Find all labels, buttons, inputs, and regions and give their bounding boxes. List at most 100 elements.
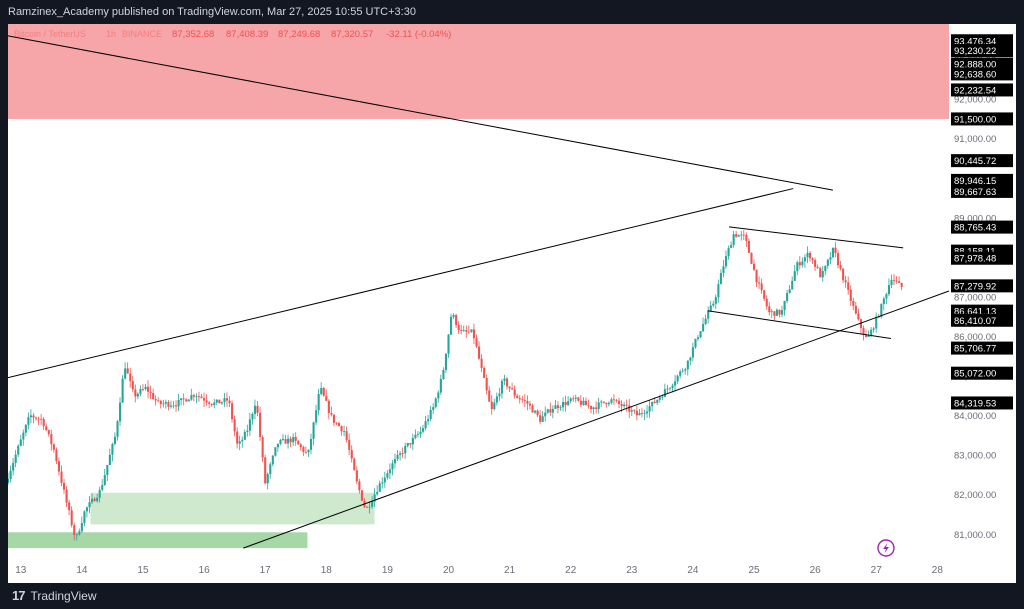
candle-body: [707, 310, 710, 319]
candle-body: [106, 464, 109, 475]
candle-body: [508, 386, 511, 389]
trendline[interactable]: [8, 35, 833, 191]
candle-body: [470, 329, 473, 333]
price-label-text: 89,667.63: [954, 187, 996, 198]
candle-body: [793, 271, 796, 281]
candle-body: [83, 511, 86, 524]
candle-body: [317, 393, 320, 411]
price-tick-label: 84,000.00: [954, 411, 996, 422]
candle-body: [717, 284, 720, 298]
candle-body: [220, 402, 223, 404]
candle-body: [814, 260, 817, 267]
candle-body: [763, 290, 766, 299]
candle-body: [849, 289, 852, 301]
candle-body: [737, 235, 740, 237]
candle-body: [712, 303, 715, 306]
candle-body: [427, 419, 430, 422]
candle-body: [541, 416, 544, 422]
price-label-box: [951, 43, 1013, 57]
candle-body: [180, 398, 183, 401]
candle-body: [526, 400, 529, 404]
time-tick-label: 14: [76, 565, 88, 576]
candle-body: [455, 314, 458, 326]
candle-body: [27, 417, 30, 425]
candle-body: [223, 398, 226, 403]
candle-body: [564, 402, 567, 405]
price-label-text: 90,445.72: [954, 156, 996, 167]
trendline[interactable]: [8, 188, 794, 379]
candle-body: [592, 407, 595, 410]
candle-body: [393, 459, 397, 464]
candle-body: [355, 470, 358, 482]
candle-body: [882, 298, 885, 304]
candle-body: [325, 395, 328, 401]
price-label-box: [951, 251, 1013, 265]
trendline[interactable]: [728, 226, 904, 249]
candle-body: [78, 531, 81, 535]
candle-body: [157, 400, 160, 402]
candle-body: [750, 252, 753, 264]
candle-body: [225, 398, 229, 401]
candle-body: [93, 498, 96, 502]
trendline[interactable]: [243, 290, 950, 549]
candle-body: [523, 400, 526, 401]
candle-body: [859, 319, 863, 329]
candle-body: [798, 262, 801, 266]
candle-body: [70, 510, 73, 526]
candle-body: [867, 335, 870, 337]
candles-layer: [8, 230, 903, 541]
legend-open: 87,352.68: [172, 29, 214, 40]
candle-body: [195, 396, 198, 398]
candle-body: [414, 434, 417, 438]
price-chart[interactable]: 81,000.00 82,000.00 83,000.00 84,000.00 85,0…: [8, 24, 1016, 583]
time-tick-label: 21: [504, 565, 516, 576]
candle-body: [758, 282, 761, 284]
candle-body: [689, 357, 692, 361]
candle-body: [131, 381, 134, 390]
candle-body: [714, 297, 717, 304]
candle-body: [852, 300, 855, 306]
legend-high: 87,408.39: [226, 29, 268, 40]
candle-body: [98, 489, 101, 498]
candle-body: [343, 431, 346, 432]
candle-body: [551, 408, 554, 413]
candle-body: [724, 256, 728, 267]
trendline[interactable]: [707, 310, 892, 339]
candle-body: [671, 385, 674, 388]
candle-body: [786, 293, 789, 302]
candle-body: [478, 346, 481, 359]
candle-body: [870, 329, 873, 336]
candle-body: [256, 405, 259, 413]
candle-body: [536, 410, 539, 416]
candle-body: [360, 490, 363, 501]
candle-body: [549, 409, 552, 413]
price-tick-label: 91,000.00: [954, 134, 996, 145]
candle-body: [821, 271, 824, 278]
candle-body: [480, 358, 483, 368]
candle-body: [709, 305, 712, 311]
price-label-box: [951, 184, 1013, 198]
candle-body: [432, 407, 435, 410]
candle-body: [656, 399, 659, 403]
candle-body: [498, 393, 501, 397]
candle-body: [770, 311, 773, 313]
candle-body: [368, 506, 371, 508]
lightning-icon[interactable]: [877, 539, 895, 557]
candle-body: [63, 482, 66, 490]
candle-body: [646, 411, 649, 414]
time-tick-label: 23: [626, 565, 638, 576]
candle-body: [75, 534, 78, 536]
candle-body: [192, 395, 195, 397]
price-label-text: 85,706.77: [954, 344, 996, 355]
candle-body: [253, 405, 257, 414]
candle-body: [778, 309, 781, 315]
price-tick-label: 86,000.00: [954, 332, 996, 343]
candle-body: [327, 400, 330, 414]
candle-body: [205, 400, 208, 403]
candle-body: [801, 261, 804, 266]
time-tick-label: 13: [15, 565, 27, 576]
candle-body: [493, 402, 496, 410]
candle-body: [534, 410, 537, 413]
candle-body: [294, 436, 297, 441]
candle-body: [32, 415, 35, 418]
